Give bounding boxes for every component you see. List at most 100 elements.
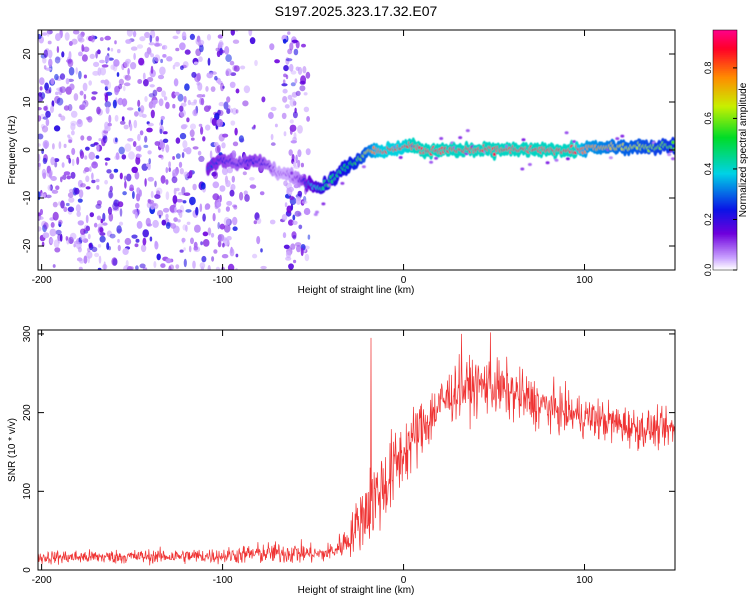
snr-series-line [38, 332, 675, 566]
spectral-noise-speck [148, 42, 155, 46]
spectral-noise-speck [162, 138, 169, 143]
spectral-noise-speck [121, 116, 125, 122]
spectral-noise-speck [290, 243, 296, 250]
spectral-noise-speck [109, 233, 116, 239]
spectral-noise-speck [119, 172, 123, 180]
spectral-noise-speck [219, 223, 225, 230]
spectral-noise-speck [229, 81, 236, 89]
spectral-noise-speck [187, 99, 191, 106]
colorbar-step [713, 140, 737, 143]
spectral-noise-speck [133, 52, 136, 61]
colorbar-step [713, 258, 737, 261]
spectral-noise-speck [290, 82, 296, 87]
snr-ytick-label: 100 [22, 483, 33, 500]
spectral-noise-speck [212, 181, 220, 189]
spectral-noise-speck [222, 242, 225, 248]
colorbar-step [713, 198, 737, 201]
spectral-noise-speck [230, 120, 236, 126]
spectral-noise-speck [53, 125, 61, 132]
spectral-noise-speck [240, 65, 246, 70]
spectral-noise-speck [57, 235, 61, 244]
colorbar-step [713, 106, 737, 109]
colorbar-step [713, 50, 737, 53]
spectral-noise-speck [126, 30, 133, 37]
colorbar-step [713, 184, 737, 187]
colorbar-step [713, 36, 737, 39]
spectral-noise-speck [76, 119, 83, 128]
spectral-noise-speck [126, 107, 134, 111]
spectral-noise-speck [127, 138, 134, 142]
colorbar-step [713, 164, 737, 167]
spectral-noise-speck [68, 157, 72, 164]
spectral-noise-speck [55, 57, 62, 61]
spectral-noise-speck [141, 113, 147, 118]
spectral-noise-speck [197, 82, 203, 91]
spectral-noise-speck [119, 208, 123, 217]
spectral-noise-speck [147, 77, 154, 82]
spectral-noise-speck [38, 153, 41, 162]
spectral-noise-speck [183, 171, 189, 178]
spectral-noise-speck [38, 95, 44, 102]
colorbar-step [713, 96, 737, 99]
spectral-noise-speck [58, 219, 63, 225]
spectral-noise-speck [300, 162, 304, 168]
ridge-side-speck [313, 213, 318, 216]
spectral-noise-speck [68, 139, 73, 144]
spectral-noise-speck [232, 39, 240, 44]
spectral-noise-speck [72, 30, 80, 35]
spectral-noise-speck [297, 66, 303, 75]
spectral-noise-speck [81, 54, 88, 62]
spectral-noise-speck [85, 214, 89, 224]
spectral-noise-speck [149, 34, 153, 43]
colorbar-step [713, 94, 737, 97]
spectral-noise-speck [63, 143, 67, 148]
spectral-noise-speck [97, 267, 102, 270]
spectral-noise-speck [202, 136, 206, 142]
spectral-noise-speck [42, 172, 47, 179]
spectral-noise-speck [46, 30, 50, 37]
colorbar-step [713, 190, 737, 193]
spectral-noise-speck [96, 215, 102, 221]
spectral-noise-speck [71, 147, 76, 156]
spectral-noise-speck [186, 221, 191, 225]
spectral-noise-speck [183, 95, 187, 103]
spectral-noise-speck [162, 44, 168, 50]
spectral-noise-speck [301, 200, 308, 205]
spectral-noise-speck [216, 195, 220, 200]
spectral-noise-speck [109, 185, 113, 192]
spectral-noise-speck [123, 85, 126, 92]
spectral-noise-speck [274, 123, 278, 128]
colorbar-step [713, 112, 737, 115]
colorbar-step [713, 70, 737, 73]
spectral-noise-speck [206, 72, 213, 79]
snr-ytick-label: 0 [22, 567, 33, 573]
spectral-noise-speck [175, 187, 180, 192]
spectral-noise-speck [69, 83, 75, 91]
spectral-noise-speck [165, 101, 170, 109]
spectral-noise-speck [75, 241, 82, 250]
colorbar-step [713, 168, 737, 171]
spectral-noise-speck [68, 236, 74, 244]
spectral-noise-speck [149, 236, 153, 242]
spectral-noise-speck [55, 91, 59, 96]
colorbar-step [713, 148, 737, 151]
spectral-noise-speck [158, 98, 164, 107]
spectral-noise-speck [55, 33, 61, 42]
spectral-noise-speck [244, 194, 250, 202]
spectral-noise-speck [147, 150, 152, 155]
spectral-noise-speck [185, 224, 188, 232]
spectral-noise-speck [232, 226, 238, 231]
spectral-noise-speck [59, 233, 63, 242]
spectral-noise-speck [78, 266, 83, 270]
colorbar-step [713, 264, 737, 267]
spectral-noise-speck [115, 137, 118, 143]
colorbar-step [713, 138, 737, 141]
spectral-noise-speck [285, 58, 293, 62]
spectral-noise-speck [299, 85, 306, 92]
spectral-noise-speck [124, 180, 127, 189]
spectral-noise-speck [51, 100, 55, 108]
spectral-noise-speck [172, 103, 176, 109]
spectral-noise-speck [129, 123, 133, 132]
